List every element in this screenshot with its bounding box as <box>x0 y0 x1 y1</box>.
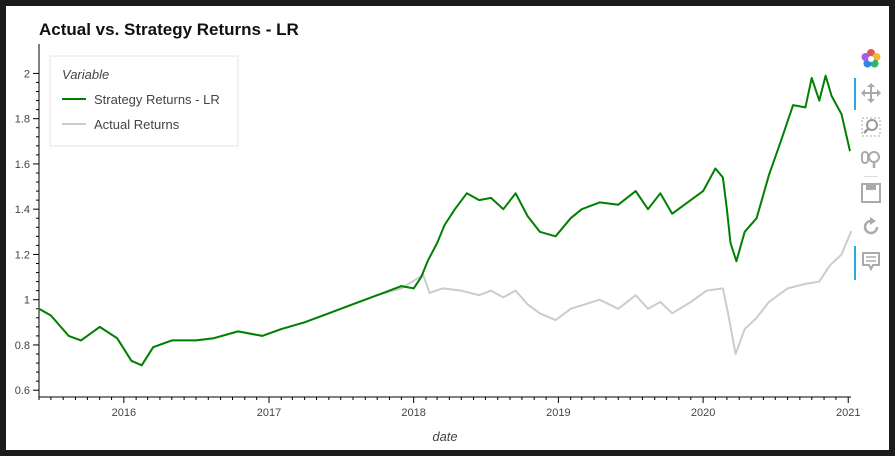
y-tick-label: 1 <box>24 295 30 307</box>
y-axis-ticks: 0.6 0.8 1 1.2 1.4 1.6 1.8 2 <box>15 68 39 397</box>
x-tick-label: 2017 <box>257 407 281 419</box>
chart-title: Actual vs. Strategy Returns - LR <box>39 20 299 39</box>
x-tick-label: 2021 <box>836 407 860 419</box>
y-tick-label: 1.4 <box>15 204 30 216</box>
y-tick-label: 0.6 <box>15 385 30 397</box>
x-tick-label: 2019 <box>546 407 570 419</box>
x-tick-label: 2020 <box>691 407 715 419</box>
save-icon[interactable] <box>858 180 884 206</box>
x-tick-label: 2018 <box>401 407 425 419</box>
y-tick-label: 2 <box>24 68 30 80</box>
y-tick-label: 1.2 <box>15 249 30 261</box>
wheel-zoom-icon[interactable] <box>858 146 884 172</box>
legend-label-actual[interactable]: Actual Returns <box>94 117 180 132</box>
legend-title: Variable <box>62 67 109 82</box>
plot-frame: Actual vs. Strategy Returns - LR 2016 201… <box>6 6 889 450</box>
legend-label-strategy[interactable]: Strategy Returns - LR <box>94 92 220 107</box>
reset-icon[interactable] <box>858 214 884 240</box>
axes: 2016 2017 2018 2019 2020 2021 0.6 0.8 1 1.2 1.4 1.… <box>15 44 860 444</box>
box-zoom-icon[interactable] <box>858 114 884 140</box>
toolbar-separator <box>864 176 878 177</box>
x-tick-label: 2016 <box>112 407 136 419</box>
legend-box <box>49 55 239 147</box>
plot-toolbar <box>854 46 884 286</box>
y-tick-label: 1.8 <box>15 114 30 126</box>
plot-area[interactable]: 2016 2017 2018 2019 2020 2021 0.6 0.8 1 1.2 1.4 1.… <box>6 6 889 450</box>
bokeh-logo-icon[interactable] <box>858 46 884 72</box>
series-layer <box>38 74 852 367</box>
y-tick-label: 0.8 <box>15 340 30 352</box>
series-line-strategy-returns-lr <box>38 74 851 367</box>
y-tick-label: 1.6 <box>15 159 30 171</box>
hover-icon[interactable] <box>858 248 884 274</box>
x-axis-label: date <box>432 429 457 444</box>
pan-icon[interactable] <box>858 80 884 106</box>
pan-active-indicator <box>854 78 856 110</box>
hover-active-indicator <box>854 246 856 280</box>
x-axis-ticks: 2016 2017 2018 2019 2020 2021 <box>38 397 860 419</box>
legend: Variable Strategy Returns - LR Actual Re… <box>49 55 239 147</box>
